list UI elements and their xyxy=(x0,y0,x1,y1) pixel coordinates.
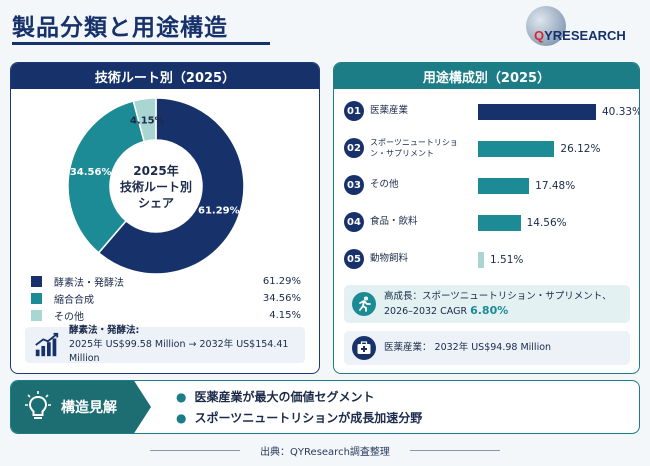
bar-row: 04 食品・飲料 14.56% xyxy=(344,208,634,236)
title-underline xyxy=(12,42,270,45)
growth-chart-icon xyxy=(35,332,59,357)
bar-row: 01 医薬産業 40.33% xyxy=(344,97,639,125)
tech-route-panel: 技術ルート別（2025） 61.29% 34.56% 4.15% 2025年 技術ル… xyxy=(10,62,320,374)
bar-category-label: スポーツニュートリション・サプリメント xyxy=(370,138,458,158)
bar xyxy=(478,252,484,268)
bar-value-label: 26.12% xyxy=(560,143,601,155)
application-panel: 用途構成別（2025） 01 医薬産業 40.33% 02 スポーツニュートリション・サ… xyxy=(333,62,640,374)
bar-row: 05 動物飼料 1.51% xyxy=(344,245,634,273)
bar-category-label: 動物飼料 xyxy=(370,253,409,264)
legend-swatch xyxy=(31,275,42,287)
donut-slice-label: 61.29% xyxy=(198,205,240,216)
insight-item: ● スポーツニュートリションが成長加速分野 xyxy=(176,411,423,425)
note-text: 酵素法・発酵法: 2025年 US$99.58 Million → 2032年 … xyxy=(69,324,305,366)
legend-label: 酵素法・発酵法 xyxy=(54,277,124,289)
insight-item: ● 医薬産業が最大の価値セグメント xyxy=(176,390,375,404)
tech-route-donut-chart: 61.29% 34.56% 4.15% 2025年 技術ルート別 シェア xyxy=(67,97,245,275)
donut-center-line3: シェア xyxy=(138,196,174,210)
lightbulb-icon xyxy=(25,391,51,419)
donut-slice-label: 34.56% xyxy=(70,167,112,178)
insight-title: 構造見解 xyxy=(61,400,117,416)
legend-value: 4.15% xyxy=(269,309,301,321)
growth-callout-text: 高成長：スポーツニュートリション・サプリメント、 2026–2032 CAGR … xyxy=(384,290,612,317)
donut-center-line2: 技術ルート別 xyxy=(120,179,192,194)
note-body: 2025年 US$99.58 Million → 2032年 US$154.41… xyxy=(68,339,289,364)
bar-category-label: 食品・飲料 xyxy=(370,216,418,227)
bar xyxy=(478,215,521,231)
medical-kit-icon xyxy=(352,336,376,360)
insight-header: 構造見解 xyxy=(11,381,151,433)
insight-panel: 構造見解 ● 医薬産業が最大の価値セグメント ● スポーツニュートリションが成長加速… xyxy=(10,380,640,434)
bar xyxy=(478,178,530,194)
donut-slice xyxy=(132,97,157,143)
legend-label: 縮合合成 xyxy=(54,294,94,306)
page-title: 製品分類と用途構造 xyxy=(12,15,228,41)
bar xyxy=(478,104,596,120)
application-panel-title: 用途構成別（2025） xyxy=(334,63,639,89)
globe-icon xyxy=(526,6,566,46)
growth-callout: 高成長：スポーツニュートリション・サプリメント、 2026–2032 CAGR … xyxy=(344,285,630,323)
bar-value-label: 14.56% xyxy=(526,217,567,229)
donut-slice xyxy=(67,100,146,254)
bar-value-label: 1.51% xyxy=(490,254,524,266)
bar-row: 03 その他 17.48% xyxy=(344,171,634,199)
source-divider-left xyxy=(150,450,240,451)
pharma-callout-text: 医薬産業： 2032年 US$94.98 Million xyxy=(384,342,552,353)
enzyme-market-note: 酵素法・発酵法: 2025年 US$99.58 Million → 2032年 … xyxy=(25,324,305,366)
bar-category-label: 医薬産業 xyxy=(370,105,409,116)
legend-label: その他 xyxy=(54,311,84,323)
logo-text: QYRESEARCH xyxy=(534,28,626,43)
bar-row: 02 スポーツニュートリション・サプリメント 26.12% xyxy=(344,134,634,162)
legend-swatch xyxy=(31,292,42,304)
source-note: 出典：QYResearch調査整理 xyxy=(260,447,390,458)
donut-center-line1: 2025年 xyxy=(133,163,178,178)
bar-value-label: 17.48% xyxy=(535,180,576,192)
bar-category-label: その他 xyxy=(370,179,399,190)
donut-center xyxy=(111,141,201,231)
bar-rank-badge: 01 xyxy=(344,101,364,121)
source-divider-right xyxy=(410,450,500,451)
tech-route-panel-title: 技術ルート別（2025） xyxy=(11,63,319,89)
donut-slice xyxy=(97,97,245,275)
bar-rank-badge: 02 xyxy=(344,138,364,158)
bar xyxy=(478,141,555,157)
bar-rank-badge: 04 xyxy=(344,212,364,232)
bar-rank-badge: 05 xyxy=(344,249,364,269)
bar-rank-badge: 03 xyxy=(344,175,364,195)
runner-icon xyxy=(352,292,376,316)
note-title: 酵素法・発酵法: xyxy=(68,325,140,336)
legend-row: その他 4.15% xyxy=(31,307,301,323)
bar-value-label: 40.33% xyxy=(602,106,640,118)
legend-row: 縮合合成 34.56% xyxy=(31,290,301,306)
qyresearch-logo: QYRESEARCH xyxy=(522,6,642,50)
insight-list: ● 医薬産業が最大の価値セグメント ● スポーツニュートリションが成長加速分野 xyxy=(176,387,422,429)
cagr-value: 6.80% xyxy=(470,303,509,317)
legend-value: 61.29% xyxy=(262,275,301,287)
legend-value: 34.56% xyxy=(262,292,301,304)
pharma-callout: 医薬産業： 2032年 US$94.98 Million xyxy=(344,331,630,365)
legend-swatch xyxy=(31,309,42,321)
legend-row: 酵素法・発酵法 61.29% xyxy=(31,273,301,289)
donut-slice-label: 4.15% xyxy=(130,116,165,127)
